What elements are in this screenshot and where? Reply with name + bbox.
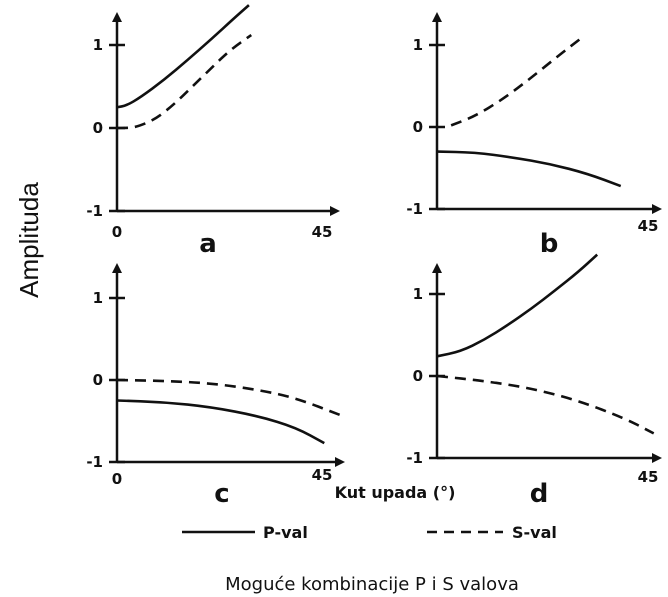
panel-c: 1 0 -1 0 45 c (86, 263, 345, 509)
panel-letter: a (199, 229, 217, 259)
panel-b: 1 0 -1 45 b (406, 12, 662, 259)
legend: P-val S-val (182, 523, 557, 542)
y-tick-label: 1 (93, 289, 103, 307)
x-tick-label: 45 (312, 466, 333, 484)
panel-a: 1 0 -1 0 45 a (86, 4, 340, 259)
y-tick-label: 0 (413, 118, 423, 136)
y-axis-arrow (432, 12, 442, 22)
x-tick-label: 0 (112, 223, 122, 241)
x-tick-label: 45 (638, 468, 659, 486)
series-s-line (436, 374, 655, 435)
x-tick-label: 45 (312, 223, 333, 241)
y-tick-label: -1 (86, 202, 103, 220)
panel-letter: c (214, 479, 229, 509)
y-tick-label: 1 (93, 36, 103, 54)
series-p-line (116, 399, 325, 445)
x-axis-arrow (652, 204, 662, 214)
x-axis-arrow (335, 457, 345, 467)
y-tick-label: -1 (406, 200, 423, 218)
x-axis-arrow (652, 453, 662, 463)
panel-letter: b (540, 229, 559, 259)
x-axis-arrow (330, 206, 340, 216)
y-tick-label: 0 (413, 367, 423, 385)
y-tick-label: 0 (93, 119, 103, 137)
series-p-line (436, 253, 599, 358)
x-tick-label: 0 (112, 470, 122, 488)
series-p-line (436, 150, 622, 188)
legend-p-label: P-val (263, 523, 308, 542)
panel-d: 1 0 -1 45 d (406, 253, 662, 509)
y-tick-label: 0 (93, 371, 103, 389)
y-tick-label: -1 (86, 453, 103, 471)
y-tick-label: 1 (413, 285, 423, 303)
x-axis-label: Kut upada (°) (335, 483, 456, 502)
legend-s-label: S-val (512, 523, 557, 542)
y-axis-label: Amplituda (14, 182, 44, 298)
y-tick-label: -1 (406, 449, 423, 467)
x-tick-label: 45 (638, 217, 659, 235)
series-s-line (116, 378, 342, 417)
figure-caption: Moguće kombinacije P i S valova (225, 574, 519, 595)
series-p-line (116, 4, 250, 109)
series-s-line (117, 33, 253, 130)
series-s-line (450, 35, 584, 127)
y-axis-arrow (432, 263, 442, 273)
y-axis-arrow (112, 12, 122, 22)
y-axis-arrow (112, 263, 122, 273)
y-tick-label: 1 (413, 36, 423, 54)
panel-letter: d (530, 479, 549, 509)
